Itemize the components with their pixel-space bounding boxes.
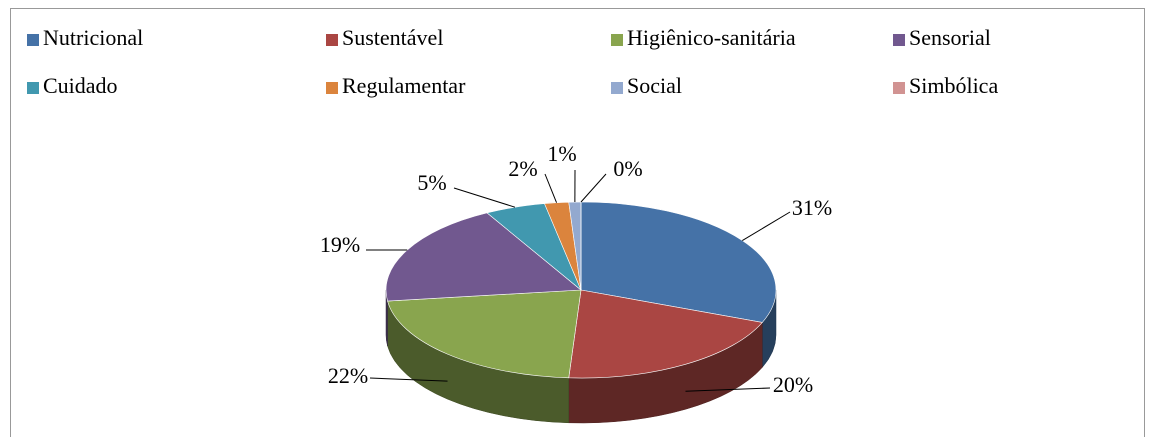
slice [568, 289, 763, 379]
leader-line [369, 377, 448, 382]
legend-label: Sensorial [909, 25, 991, 50]
legend-swatch [611, 82, 623, 94]
legend-swatch [326, 82, 338, 94]
data-label: 19% [320, 232, 360, 257]
data-label: 31% [792, 195, 832, 220]
data-label: 22% [328, 363, 368, 388]
legend-label: Regulamentar [342, 73, 466, 98]
legend-label: Social [627, 73, 682, 98]
slice [387, 289, 582, 379]
legend-swatch [893, 82, 905, 94]
legend-label: Nutricional [43, 25, 143, 50]
legend-swatch [27, 34, 39, 46]
leader-line [685, 387, 771, 392]
legend-swatch [27, 82, 39, 94]
legend-swatch [326, 34, 338, 46]
leader-line [453, 187, 516, 208]
leader-line [544, 173, 558, 203]
slice [385, 212, 582, 302]
legend-swatch [893, 34, 905, 46]
chart-border [10, 8, 1145, 437]
data-label: 1% [547, 141, 576, 166]
legend-label: Cuidado [43, 73, 118, 98]
legend-label: Sustentável [342, 25, 443, 50]
legend-label: Simbólica [909, 73, 998, 98]
data-label: 0% [613, 156, 642, 181]
legend-label: Higiênico-sanitária [627, 25, 796, 50]
data-label: 5% [417, 170, 446, 195]
leader-line [580, 173, 607, 203]
data-label: 20% [773, 372, 813, 397]
legend-swatch [611, 34, 623, 46]
data-label: 2% [508, 156, 537, 181]
leader-line [742, 211, 791, 241]
slice [580, 201, 777, 323]
